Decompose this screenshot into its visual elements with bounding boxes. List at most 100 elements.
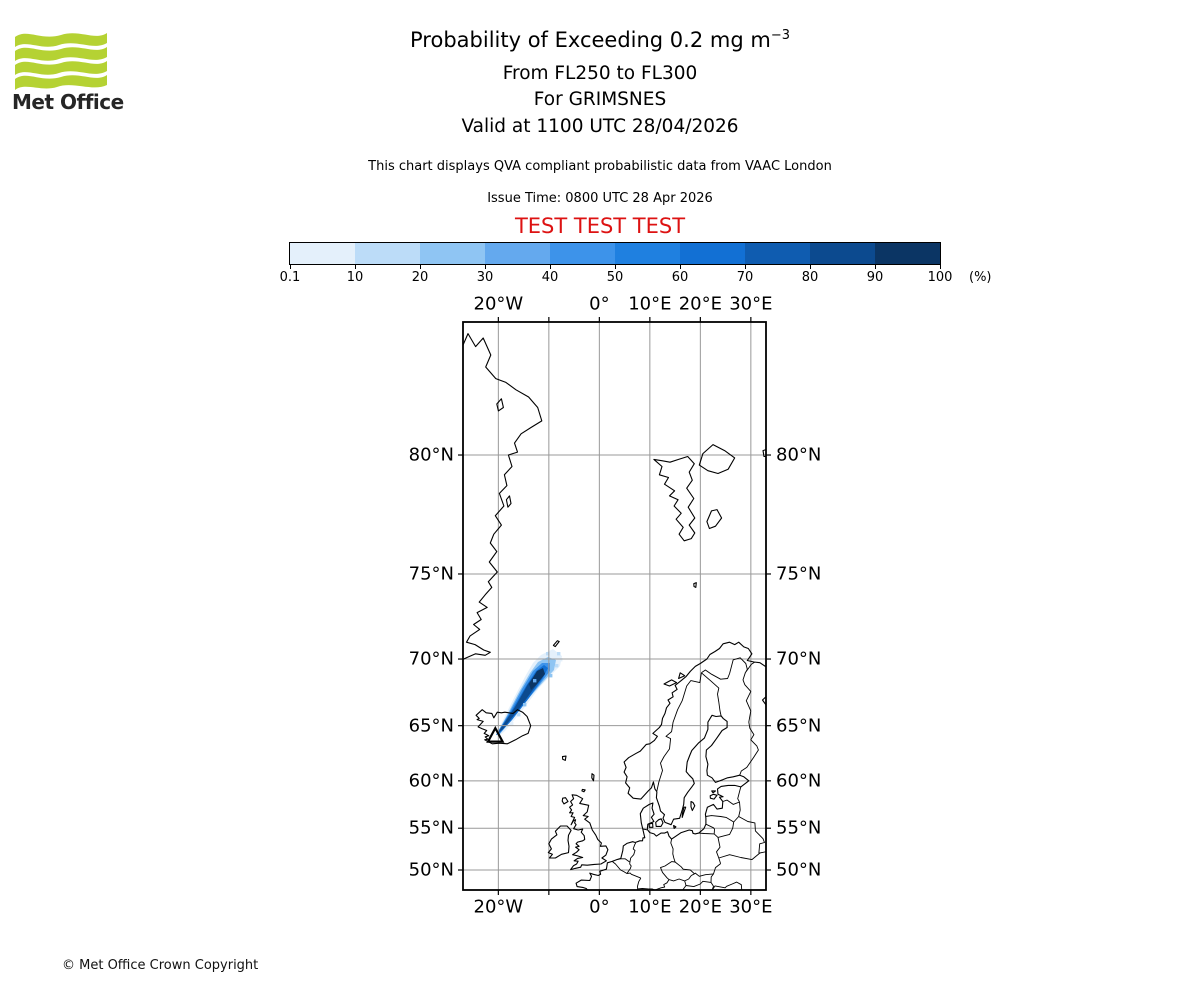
country-border (710, 873, 714, 883)
chart-title-main: Probability of Exceeding 0.2 mg m (410, 28, 771, 52)
coastline-island (762, 449, 766, 458)
coastline-island (663, 679, 678, 687)
country-border (626, 842, 637, 874)
coastline-island (709, 793, 718, 800)
colorbar-tick (550, 264, 551, 269)
country-border (737, 786, 742, 803)
coastline-island (569, 794, 609, 871)
lat-label-right: 50°N (776, 859, 822, 881)
lon-label-bottom: 20°E (678, 896, 722, 918)
plume-pixel (533, 679, 537, 683)
plume-pixel (523, 703, 527, 707)
colorbar-tick (940, 264, 941, 269)
plume-pixel (517, 713, 521, 717)
coastline (463, 333, 543, 660)
chart-title: Probability of Exceeding 0.2 mg m−3 (0, 28, 1200, 52)
colorbar-unit-label: (%) (969, 270, 992, 285)
country-border (682, 880, 687, 890)
country-border (717, 821, 735, 838)
country-border (738, 816, 765, 854)
volcano-name-line: For GRIMSNES (533, 89, 667, 110)
country-border (660, 861, 676, 880)
coastline-island (653, 455, 696, 542)
colorbar-segment (550, 243, 615, 264)
coastline-island (547, 825, 572, 859)
colorbar-tick-label: 30 (476, 270, 494, 285)
lat-label-left: 60°N (408, 770, 454, 792)
colorbar-segment (485, 243, 550, 264)
colorbar-segment (420, 243, 485, 264)
country-border (698, 832, 715, 835)
lat-label-left: 50°N (408, 859, 454, 881)
coastline-island (505, 495, 512, 508)
colorbar-tick-label: 10 (346, 270, 364, 285)
country-border (713, 833, 722, 864)
lon-label-top: 20°E (678, 293, 722, 315)
colorbar-tick (420, 264, 421, 269)
colorbar-tick-label: 40 (541, 270, 559, 285)
country-border (701, 672, 722, 716)
colorbar-segment (745, 243, 810, 264)
lon-label-bottom: 30°E (729, 896, 773, 918)
coastline-island (693, 582, 697, 588)
colorbar-tick-label: 80 (801, 270, 819, 285)
colorbar-segment (615, 243, 680, 264)
lon-label-top: 10°E (628, 293, 672, 315)
lat-label-left: 80°N (408, 444, 454, 466)
colorbar-tick-label: 20 (411, 270, 429, 285)
colorbar-tick-label: 90 (866, 270, 884, 285)
lon-label-bottom: 20°W (473, 896, 524, 918)
map-content (463, 322, 766, 890)
colorbar-tick (615, 264, 616, 269)
colorbar-tick (810, 264, 811, 269)
plume-contour (529, 668, 545, 690)
met-office-logo-icon (15, 33, 107, 90)
chart-title-exponent: −3 (770, 28, 790, 43)
colorbar-segment (810, 243, 875, 264)
colorbar-tick (290, 264, 291, 269)
map (458, 317, 771, 895)
country-border (648, 879, 670, 890)
colorbar-segment (355, 243, 420, 264)
lat-label-right: 65°N (776, 715, 822, 737)
lon-label-top: 0° (589, 293, 610, 315)
flight-level-range: From FL250 to FL300 (502, 63, 698, 84)
lat-label-left: 65°N (408, 715, 454, 737)
country-border (711, 881, 743, 890)
coastline-island (698, 444, 736, 475)
coastline-island (711, 790, 717, 794)
lon-label-top: 20°W (473, 293, 524, 315)
lon-label-top: 30°E (729, 293, 773, 315)
colorbar: 0.1 10 20 30 40 50 60 70 80 90 100 (%) (280, 242, 992, 285)
country-border (668, 878, 685, 882)
map-svg (458, 317, 771, 895)
coastline-island (673, 824, 677, 829)
country-border (694, 863, 721, 877)
logo-wave-bands (15, 33, 107, 90)
colorbar-tick (875, 264, 876, 269)
coastline-island (561, 755, 567, 761)
issue-time: Issue Time: 0800 UTC 28 Apr 2026 (487, 191, 713, 206)
colorbar-tick (680, 264, 681, 269)
country-border (684, 873, 695, 882)
lat-label-left: 75°N (408, 563, 454, 585)
colorbar-tick-label: 50 (606, 270, 624, 285)
colorbar-tick (355, 264, 356, 269)
coastline-island (655, 818, 664, 827)
coastline-island (681, 806, 687, 818)
coastline (575, 641, 766, 890)
coastline-island (690, 800, 696, 812)
lon-label-bottom: 0° (589, 896, 610, 918)
country-border (611, 861, 641, 879)
country-border (722, 799, 740, 805)
test-banner: TEST TEST TEST (514, 214, 686, 238)
colorbar-segment (875, 243, 940, 264)
map-frame (462, 321, 767, 891)
copyright: © Met Office Crown Copyright (62, 958, 259, 973)
country-border (705, 823, 715, 834)
country-border (685, 880, 712, 888)
colorbar-frame (289, 242, 941, 265)
lat-label-left: 70°N (408, 648, 454, 670)
plume-pixel (546, 652, 550, 656)
